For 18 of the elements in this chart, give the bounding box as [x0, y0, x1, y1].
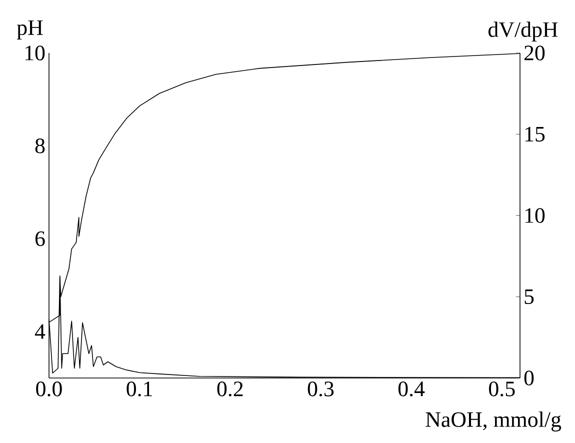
x-tick-label: 0.0 [36, 382, 62, 396]
y2-tick-label: 0 [524, 370, 534, 386]
y2-tick-label: 5 [524, 289, 534, 304]
y2-axis-title: dV/dpH [488, 22, 558, 42]
x-tick-label: 0.4 [398, 382, 425, 396]
x-tick-label: 0.2 [217, 382, 243, 396]
y2-tick-label: 15 [525, 126, 545, 142]
y2-tick-label: 20 [524, 46, 545, 60]
y-tick-label: 10 [25, 46, 45, 60]
x-tick-label: 0.1 [126, 382, 152, 396]
y-axis-title: pH [16, 20, 43, 40]
y-tick-label: 8 [35, 138, 45, 154]
x-axis-title: NaOH, mmol/g [426, 412, 562, 432]
x-tick-label: 0.3 [308, 382, 334, 396]
y-tick-label: 6 [35, 231, 45, 246]
x-tick-label: 0.5 [489, 382, 515, 396]
y-tick-label: 4 [34, 324, 46, 339]
y2-tick-label: 10 [525, 208, 545, 223]
